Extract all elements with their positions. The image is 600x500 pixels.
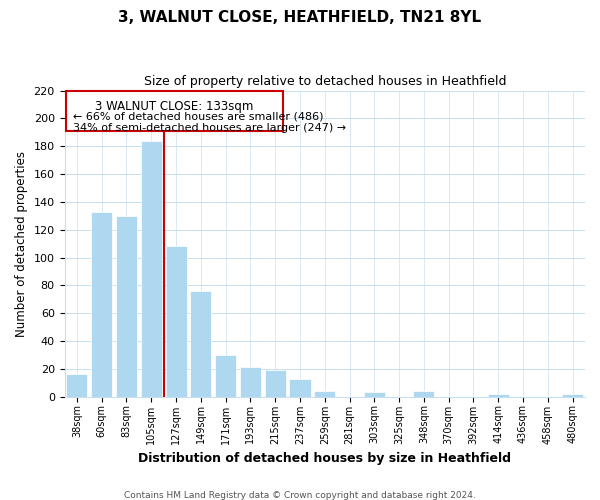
Text: 3 WALNUT CLOSE: 133sqm: 3 WALNUT CLOSE: 133sqm bbox=[95, 100, 253, 114]
X-axis label: Distribution of detached houses by size in Heathfield: Distribution of detached houses by size … bbox=[138, 452, 511, 465]
Bar bbox=[91, 212, 112, 396]
Text: 34% of semi-detached houses are larger (247) →: 34% of semi-detached houses are larger (… bbox=[73, 122, 346, 132]
Bar bbox=[289, 378, 311, 396]
Y-axis label: Number of detached properties: Number of detached properties bbox=[15, 150, 28, 336]
Bar bbox=[190, 291, 211, 397]
Bar bbox=[364, 392, 385, 396]
FancyBboxPatch shape bbox=[66, 90, 283, 131]
Text: ← 66% of detached houses are smaller (486): ← 66% of detached houses are smaller (48… bbox=[73, 112, 324, 122]
Bar bbox=[215, 355, 236, 397]
Bar bbox=[265, 370, 286, 396]
Bar bbox=[116, 216, 137, 396]
Text: Contains HM Land Registry data © Crown copyright and database right 2024.: Contains HM Land Registry data © Crown c… bbox=[124, 490, 476, 500]
Bar bbox=[488, 394, 509, 396]
Bar bbox=[413, 391, 434, 396]
Title: Size of property relative to detached houses in Heathfield: Size of property relative to detached ho… bbox=[143, 75, 506, 88]
Bar bbox=[67, 374, 88, 396]
Bar bbox=[166, 246, 187, 396]
Bar bbox=[314, 391, 335, 396]
Bar bbox=[141, 140, 162, 396]
Text: 3, WALNUT CLOSE, HEATHFIELD, TN21 8YL: 3, WALNUT CLOSE, HEATHFIELD, TN21 8YL bbox=[118, 10, 482, 25]
Bar bbox=[562, 394, 583, 396]
Bar bbox=[240, 368, 261, 396]
